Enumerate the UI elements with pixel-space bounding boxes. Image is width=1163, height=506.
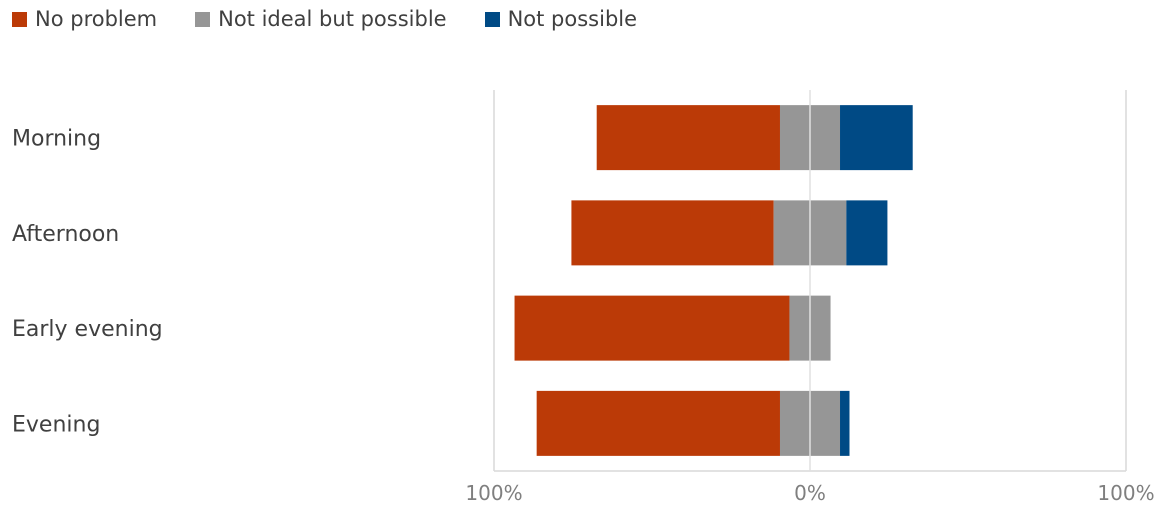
bar-not-possible-evening bbox=[840, 390, 850, 456]
x-tick-left: 100% bbox=[465, 481, 522, 505]
legend-swatch-no-problem bbox=[12, 11, 27, 27]
category-label-evening: Evening bbox=[12, 412, 100, 437]
legend-swatch-not-ideal bbox=[195, 11, 211, 27]
legend-item-not-possible: Not possible bbox=[484, 7, 638, 31]
bar-not-possible-afternoon bbox=[846, 200, 888, 266]
bar-no-problem-afternoon bbox=[571, 200, 774, 266]
bars bbox=[514, 105, 913, 456]
legend-label-not-ideal: Not ideal but possible bbox=[218, 7, 447, 31]
bar-no-problem-morning bbox=[596, 105, 780, 171]
legend-swatch-not-possible bbox=[484, 11, 500, 27]
x-tick-right: 100% bbox=[1097, 481, 1154, 505]
chart-legend: No problem Not ideal but possible Not po… bbox=[12, 6, 675, 32]
legend-label-not-possible: Not possible bbox=[507, 7, 638, 31]
legend-label-no-problem: No problem bbox=[35, 7, 158, 31]
bar-no-problem-early-evening bbox=[514, 295, 790, 361]
category-label-morning: Morning bbox=[12, 127, 101, 152]
legend-item-no-problem: No problem bbox=[12, 7, 157, 31]
bar-no-problem-evening bbox=[536, 390, 780, 456]
bar-not-possible-morning bbox=[840, 105, 913, 171]
category-label-afternoon: Afternoon bbox=[12, 222, 119, 247]
category-label-early-evening: Early evening bbox=[12, 317, 163, 342]
x-tick-center: 0% bbox=[794, 481, 826, 505]
legend-item-not-ideal: Not ideal but possible bbox=[195, 7, 447, 31]
